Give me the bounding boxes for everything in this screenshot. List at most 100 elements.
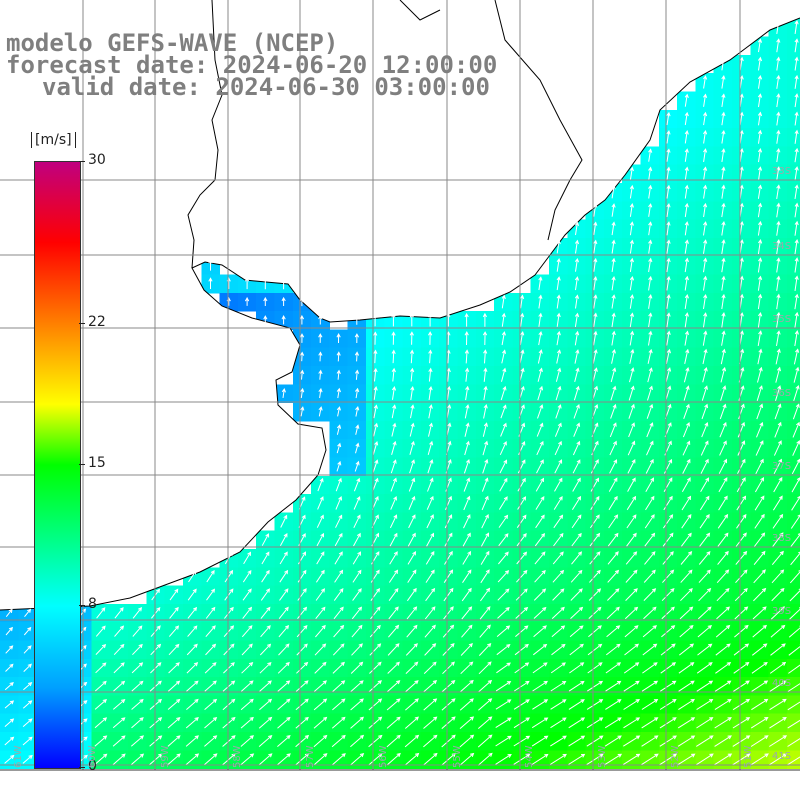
wind-arrow bbox=[242, 569, 252, 583]
wind-arrow bbox=[279, 551, 288, 565]
wind-arrow bbox=[703, 184, 708, 199]
wind-arrow bbox=[775, 366, 781, 383]
wind-arrow bbox=[715, 624, 731, 638]
wind-arrow bbox=[496, 643, 511, 656]
wind-arrow bbox=[391, 422, 397, 437]
wind-arrow bbox=[318, 369, 323, 380]
wind-arrow bbox=[428, 385, 433, 400]
wind-arrow bbox=[113, 643, 125, 656]
wind-arrow bbox=[22, 718, 33, 727]
wind-arrow bbox=[719, 440, 727, 456]
wind-arrow bbox=[351, 624, 363, 638]
wind-arrow bbox=[538, 276, 543, 291]
wind-arrow bbox=[750, 717, 769, 729]
wind-arrow bbox=[517, 496, 527, 510]
wind-arrow bbox=[167, 753, 181, 766]
wind-arrow bbox=[643, 606, 657, 620]
wind-arrow bbox=[444, 532, 453, 547]
wind-arrow bbox=[593, 312, 598, 328]
wind-arrow bbox=[590, 495, 600, 510]
wind-arrow bbox=[648, 203, 653, 217]
wind-arrow bbox=[794, 184, 799, 199]
wind-arrow bbox=[661, 588, 675, 602]
wind-arrow bbox=[296, 661, 309, 674]
wind-arrow bbox=[336, 460, 342, 472]
wind-arrow bbox=[794, 293, 799, 310]
wind-arrow bbox=[714, 735, 732, 747]
wind-arrow bbox=[776, 38, 781, 53]
wind-arrow bbox=[732, 717, 751, 729]
wind-arrow bbox=[757, 56, 763, 71]
wind-arrow bbox=[532, 699, 549, 710]
wind-arrow bbox=[95, 625, 106, 637]
wind-arrow bbox=[736, 513, 747, 529]
wind-arrow bbox=[552, 588, 565, 601]
wind-arrow bbox=[611, 239, 616, 254]
colorbar-tick-label: 0 bbox=[88, 758, 97, 774]
wind-arrow bbox=[500, 404, 507, 419]
wind-arrow bbox=[754, 513, 765, 529]
wind-arrow bbox=[757, 293, 763, 310]
wind-arrow bbox=[295, 734, 310, 748]
wind-arrow bbox=[607, 551, 619, 565]
wind-arrow bbox=[442, 624, 455, 638]
wind-arrow bbox=[703, 148, 708, 162]
wind-arrow bbox=[353, 532, 361, 547]
wind-arrow bbox=[208, 259, 213, 271]
wind-arrow bbox=[757, 93, 763, 108]
wind-arrow bbox=[314, 661, 327, 674]
wind-arrow bbox=[404, 752, 420, 766]
wind-arrow bbox=[626, 514, 637, 529]
wind-arrow bbox=[112, 699, 126, 710]
wind-arrow bbox=[753, 587, 767, 602]
speed-cell bbox=[786, 622, 800, 642]
wind-arrow bbox=[734, 606, 749, 620]
wind-arrow bbox=[353, 514, 361, 529]
wind-arrow bbox=[776, 166, 781, 181]
wind-arrow bbox=[276, 753, 291, 766]
wind-arrow bbox=[574, 276, 580, 291]
longitude-label: 59W bbox=[160, 745, 171, 768]
wind-arrow bbox=[332, 680, 346, 692]
wind-arrow bbox=[755, 458, 764, 475]
wind-arrow bbox=[425, 587, 436, 602]
wind-arrow bbox=[605, 643, 621, 656]
wind-arrow bbox=[299, 369, 305, 380]
wind-arrow bbox=[753, 550, 766, 566]
wind-arrow bbox=[682, 440, 691, 456]
wind-arrow bbox=[794, 19, 799, 34]
wind-arrow bbox=[204, 698, 218, 710]
wind-arrow bbox=[756, 421, 764, 438]
wind-arrow bbox=[647, 348, 653, 364]
wind-arrow bbox=[5, 663, 14, 672]
wind-arrow bbox=[659, 735, 677, 747]
wind-arrow bbox=[423, 661, 437, 674]
wind-arrow bbox=[335, 496, 343, 510]
wind-arrow bbox=[721, 275, 726, 291]
wind-arrow bbox=[757, 129, 763, 144]
wind-arrow bbox=[680, 588, 693, 602]
wind-arrow bbox=[187, 625, 198, 637]
wind-arrow bbox=[787, 738, 800, 747]
wind-arrow bbox=[794, 220, 799, 236]
speed-cell bbox=[786, 567, 800, 587]
wind-arrow bbox=[648, 184, 653, 199]
wind-arrow bbox=[794, 330, 799, 347]
wind-arrow bbox=[570, 569, 583, 583]
wind-arrow bbox=[23, 663, 32, 672]
speed-cell bbox=[786, 402, 800, 422]
wind-arrow bbox=[629, 203, 634, 217]
wind-arrow bbox=[625, 588, 638, 601]
wind-arrow bbox=[187, 606, 198, 619]
wind-arrow bbox=[641, 680, 659, 692]
wind-arrow bbox=[756, 385, 763, 401]
wind-arrow bbox=[684, 202, 689, 218]
wind-arrow bbox=[149, 735, 163, 747]
wind-arrow bbox=[718, 477, 728, 493]
wind-arrow bbox=[299, 296, 305, 307]
wind-arrow bbox=[501, 312, 506, 327]
wind-arrow bbox=[259, 680, 272, 692]
wind-arrow bbox=[776, 111, 781, 126]
latitude-label: 34S bbox=[772, 241, 792, 252]
wind-arrow bbox=[700, 458, 709, 474]
